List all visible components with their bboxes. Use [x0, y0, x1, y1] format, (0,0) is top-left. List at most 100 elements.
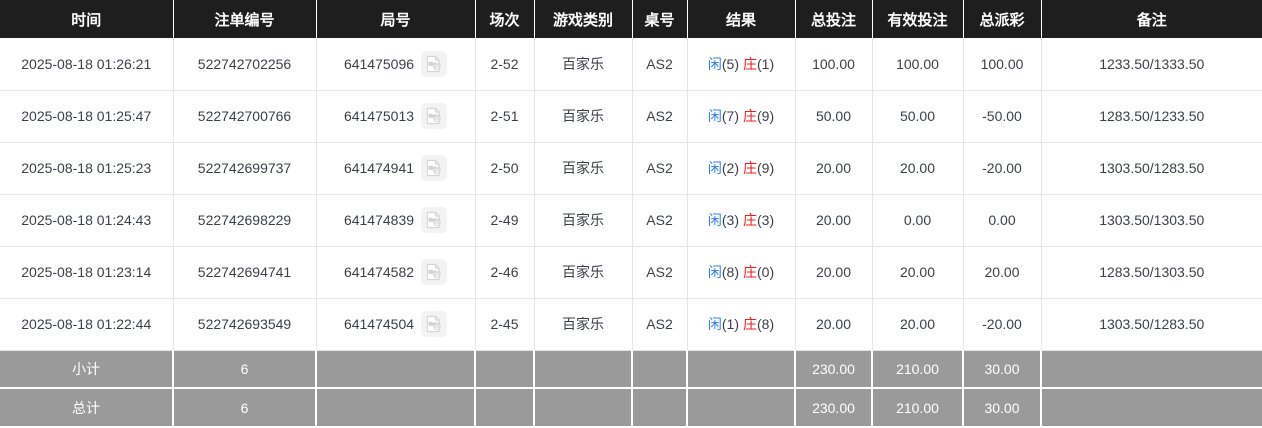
round-no-value: 641474839 — [343, 212, 415, 228]
cell-game-type: 百家乐 — [534, 142, 633, 195]
cell-round-no: 641474839 — [316, 194, 476, 247]
summary-payout: 30.00 — [963, 350, 1042, 389]
result-player-label: 闲 — [707, 55, 722, 72]
cell-session: 2-45 — [475, 298, 535, 351]
result-player-value: (7) — [721, 108, 739, 124]
cell-valid-bet: 20.00 — [872, 142, 964, 195]
cell-payout: -20.00 — [963, 142, 1042, 195]
summary-remark — [1041, 388, 1262, 426]
result-banker-value: (8) — [757, 316, 775, 332]
cell-payout: -20.00 — [963, 298, 1042, 351]
cell-total-bet: 100.00 — [795, 38, 873, 91]
video-replay-icon[interactable] — [421, 207, 448, 233]
cell-bet-id: 522742700766 — [173, 90, 317, 143]
video-replay-icon[interactable] — [421, 155, 448, 181]
cell-time: 2025-08-18 01:26:21 — [0, 38, 174, 91]
cell-time: 2025-08-18 01:25:23 — [0, 142, 174, 195]
cell-bet-id: 522742698229 — [173, 194, 317, 247]
summary-session — [475, 388, 535, 426]
result-banker-value: (9) — [757, 160, 775, 176]
cell-session: 2-51 — [475, 90, 535, 143]
cell-game-type: 百家乐 — [534, 298, 633, 351]
cell-session: 2-50 — [475, 142, 535, 195]
column-header-total-bet: 总投注 — [795, 0, 873, 38]
cell-payout: -50.00 — [963, 90, 1042, 143]
cell-total-bet: 20.00 — [795, 194, 873, 247]
summary-total-bet: 230.00 — [795, 350, 873, 389]
cell-table-no: AS2 — [632, 38, 688, 91]
column-header-game-type: 游戏类别 — [534, 0, 633, 38]
cell-round-no: 641474941 — [316, 142, 476, 195]
cell-table-no: AS2 — [632, 90, 688, 143]
table-row: 2025-08-18 01:24:43 522742698229 641474839… — [0, 194, 1262, 247]
result-player-label: 闲 — [707, 264, 722, 280]
summary-payout: 30.00 — [963, 388, 1042, 426]
cell-remark: 1303.50/1283.50 — [1041, 142, 1262, 195]
cell-valid-bet: 20.00 — [872, 246, 964, 299]
video-replay-icon[interactable] — [421, 103, 448, 129]
result-player-value: (1) — [721, 316, 739, 332]
summary-result — [687, 350, 796, 389]
cell-time: 2025-08-18 01:25:47 — [0, 90, 174, 143]
result-banker-value: (9) — [757, 108, 775, 124]
summary-game-type — [534, 388, 633, 426]
summary-valid-bet: 210.00 — [872, 350, 964, 389]
cell-remark: 1283.50/1303.50 — [1041, 246, 1262, 299]
table-header: 时间 注单编号 局号 场次 游戏类别 桌号 结果 总投注 有效投注 总派彩 备注 — [0, 0, 1262, 38]
result-player-label: 闲 — [707, 160, 722, 176]
cell-game-type: 百家乐 — [534, 246, 633, 299]
summary-session — [475, 350, 535, 389]
result-player-value: (5) — [721, 55, 739, 72]
cell-table-no: AS2 — [632, 246, 688, 299]
result-player-value: (8) — [721, 264, 739, 280]
column-header-round-no: 局号 — [316, 0, 476, 38]
result-player-label: 闲 — [707, 108, 722, 124]
cell-result: 闲(5) 庄(1) — [687, 38, 796, 91]
cell-result: 闲(3) 庄(3) — [687, 194, 796, 247]
summary-row: 小计 6 230.00 210.00 30.00 — [0, 350, 1262, 389]
cell-time: 2025-08-18 01:24:43 — [0, 194, 174, 247]
cell-round-no: 641475013 — [316, 90, 476, 143]
cell-bet-id: 522742699737 — [173, 142, 317, 195]
video-replay-icon[interactable] — [421, 259, 448, 285]
summary-round-no — [316, 388, 476, 426]
table-row: 2025-08-18 01:22:44 522742693549 641474504… — [0, 298, 1262, 351]
summary-remark — [1041, 350, 1262, 389]
summary-total-bet: 230.00 — [795, 388, 873, 426]
summary-game-type — [534, 350, 633, 389]
summary-table-no — [632, 350, 688, 389]
result-banker-value: (3) — [757, 212, 775, 228]
cell-total-bet: 20.00 — [795, 142, 873, 195]
video-replay-icon[interactable] — [421, 50, 448, 77]
cell-result: 闲(1) 庄(8) — [687, 298, 796, 351]
summary-row: 总计 6 230.00 210.00 30.00 — [0, 388, 1262, 426]
column-header-table-no: 桌号 — [632, 0, 688, 38]
cell-time: 2025-08-18 01:23:14 — [0, 246, 174, 299]
cell-payout: 0.00 — [963, 194, 1042, 247]
result-player-value: (2) — [721, 160, 739, 176]
cell-payout: 20.00 — [963, 246, 1042, 299]
cell-session: 2-49 — [475, 194, 535, 247]
summary-label: 小计 — [0, 350, 174, 389]
cell-result: 闲(7) 庄(9) — [687, 90, 796, 143]
cell-remark: 1303.50/1303.50 — [1041, 194, 1262, 247]
summary-label: 总计 — [0, 388, 174, 426]
cell-valid-bet: 100.00 — [872, 38, 964, 91]
summary-count: 6 — [173, 388, 317, 426]
video-replay-icon[interactable] — [421, 311, 448, 337]
cell-table-no: AS2 — [632, 298, 688, 351]
cell-total-bet: 20.00 — [795, 246, 873, 299]
summary-table-no — [632, 388, 688, 426]
cell-valid-bet: 20.00 — [872, 298, 964, 351]
column-header-bet-id: 注单编号 — [173, 0, 317, 38]
summary-result — [687, 388, 796, 426]
result-player-label: 闲 — [707, 316, 722, 332]
result-banker-label: 庄 — [743, 55, 757, 72]
table-row: 2025-08-18 01:25:47 522742700766 641475013… — [0, 90, 1262, 143]
column-header-time: 时间 — [0, 0, 174, 38]
cell-round-no: 641475096 — [316, 38, 476, 91]
table-row: 2025-08-18 01:26:21 522742702256 641475096… — [0, 38, 1262, 91]
cell-round-no: 641474582 — [316, 246, 476, 299]
cell-round-no: 641474504 — [316, 298, 476, 351]
